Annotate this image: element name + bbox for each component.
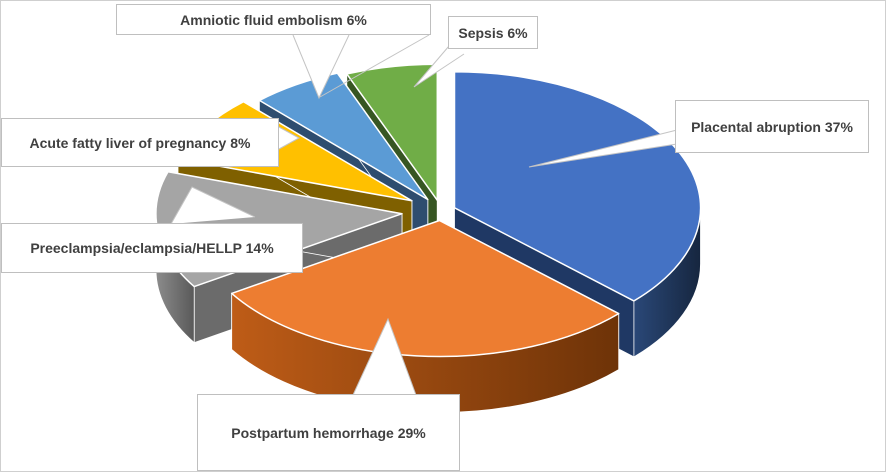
callout-preeclampsia: Preeclampsia/eclampsia/HELLP 14% [1, 223, 303, 273]
callout-sepsis: Sepsis 6% [448, 16, 538, 49]
callout-acute-fatty-liver: Acute fatty liver of pregnancy 8% [1, 118, 279, 167]
callout-amniotic-fluid-embolism: Amniotic fluid embolism 6% [116, 4, 431, 35]
callout-postpartum-hemorrhage: Postpartum hemorrhage 29% [197, 394, 460, 471]
callout-placental-abruption: Placental abruption 37% [675, 100, 869, 153]
